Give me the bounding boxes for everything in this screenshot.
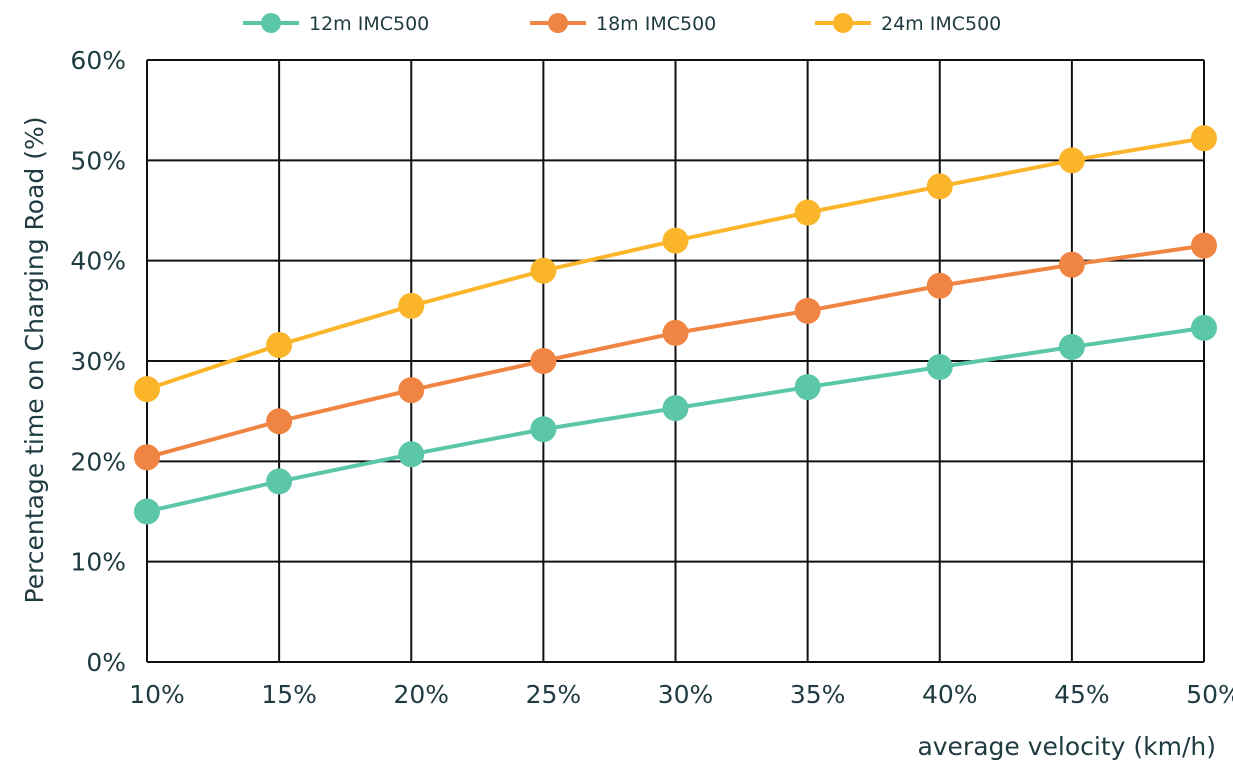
data-point bbox=[926, 173, 953, 200]
y-tick-label: 0% bbox=[86, 648, 126, 677]
data-point bbox=[266, 408, 293, 435]
x-tick-label: 20% bbox=[393, 680, 449, 709]
x-tick-label: 25% bbox=[526, 680, 582, 709]
data-point bbox=[1058, 333, 1085, 360]
data-point bbox=[398, 441, 425, 468]
data-point bbox=[266, 468, 293, 495]
legend-marker bbox=[833, 13, 853, 33]
data-point bbox=[398, 292, 425, 319]
legend-item: 24m IMC500 bbox=[815, 13, 1001, 35]
y-tick-label: 60% bbox=[70, 46, 126, 75]
data-point bbox=[134, 376, 160, 403]
legend-marker bbox=[261, 13, 281, 33]
x-axis-title: average velocity (km/h) bbox=[917, 732, 1216, 761]
series-1 bbox=[134, 314, 1217, 525]
legend-label: 18m IMC500 bbox=[596, 13, 716, 35]
data-point bbox=[266, 331, 293, 358]
x-tick-label: 50% bbox=[1186, 680, 1233, 709]
data-point bbox=[398, 377, 425, 404]
legend-item: 18m IMC500 bbox=[530, 13, 716, 35]
y-tick-label: 10% bbox=[70, 548, 126, 577]
data-point bbox=[926, 272, 953, 299]
data-point bbox=[134, 444, 160, 471]
data-point bbox=[530, 416, 557, 443]
data-point bbox=[794, 297, 821, 324]
y-tick-label: 50% bbox=[70, 146, 126, 175]
data-point bbox=[1191, 232, 1217, 259]
x-tick-label: 35% bbox=[790, 680, 846, 709]
data-point bbox=[794, 374, 821, 401]
legend-label: 24m IMC500 bbox=[881, 13, 1001, 35]
x-tick-label: 40% bbox=[922, 680, 978, 709]
series-2 bbox=[134, 232, 1217, 471]
x-tick-label: 30% bbox=[658, 680, 714, 709]
data-point bbox=[662, 319, 689, 346]
data-point bbox=[1058, 147, 1085, 174]
y-axis-title: Percentage time on Charging Road (%) bbox=[20, 117, 49, 604]
data-point bbox=[134, 498, 160, 525]
data-point bbox=[1191, 125, 1217, 152]
legend-marker bbox=[548, 13, 568, 33]
data-point bbox=[1058, 251, 1085, 278]
data-point bbox=[530, 257, 557, 284]
legend-label: 12m IMC500 bbox=[309, 13, 429, 35]
data-point bbox=[530, 348, 557, 374]
x-tick-label: 10% bbox=[129, 680, 185, 709]
data-point bbox=[794, 199, 821, 226]
data-point bbox=[926, 354, 953, 381]
series-group bbox=[134, 125, 1217, 525]
y-tick-label: 30% bbox=[70, 347, 126, 376]
x-tick-label: 15% bbox=[261, 680, 317, 709]
series-3 bbox=[134, 125, 1217, 403]
y-axis-ticks: 0% 10% 20% 30% 40% 50% 60% bbox=[70, 46, 126, 677]
x-tick-label: 45% bbox=[1054, 680, 1110, 709]
y-tick-label: 20% bbox=[70, 447, 126, 476]
legend: 12m IMC500 18m IMC500 24m IMC500 bbox=[243, 13, 1001, 35]
y-tick-label: 40% bbox=[70, 247, 126, 276]
data-point bbox=[662, 227, 689, 254]
legend-item: 12m IMC500 bbox=[243, 13, 429, 35]
grid bbox=[146, 59, 1205, 663]
x-axis-ticks: 10% 15% 20% 25% 30% 35% 40% 45% 50% bbox=[129, 680, 1233, 709]
data-point bbox=[662, 395, 689, 422]
data-point bbox=[1191, 314, 1217, 341]
